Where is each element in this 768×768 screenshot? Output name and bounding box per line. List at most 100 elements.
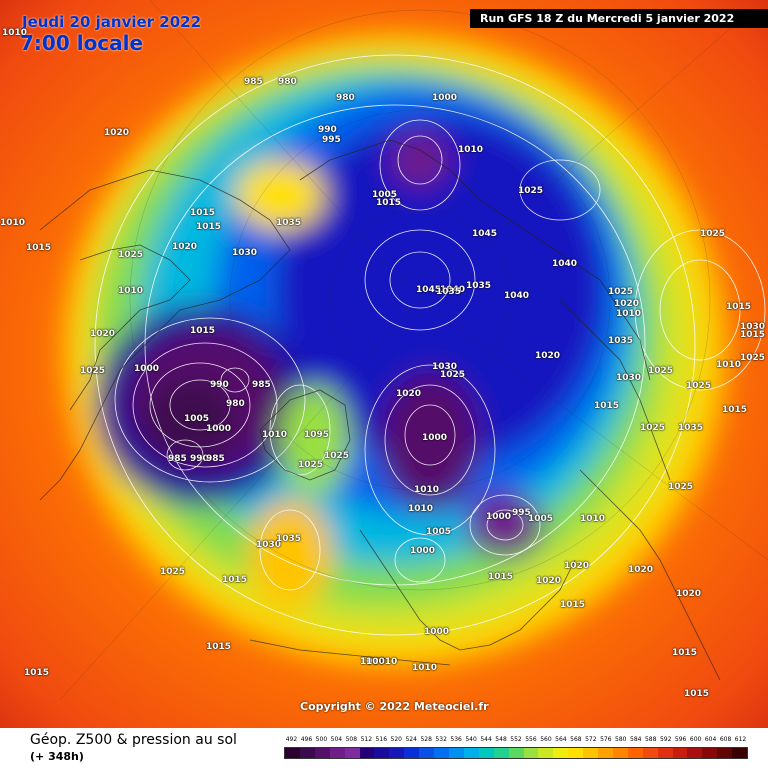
color-scale-swatch	[583, 748, 599, 758]
color-scale-swatch	[538, 748, 554, 758]
model-run-banner: Run GFS 18 Z du Mercredi 5 janvier 2022	[470, 9, 768, 28]
pressure-label: 1025	[324, 451, 350, 461]
pressure-label: 1015	[722, 405, 748, 415]
color-scale-tick: 536	[450, 736, 462, 743]
z500-ridge-greenland	[280, 385, 350, 495]
forecast-time-title: 7:00 locale	[20, 31, 144, 55]
pressure-label: 1010	[716, 360, 742, 370]
pressure-label: 1025	[648, 366, 674, 376]
pressure-label: 1010	[262, 430, 288, 440]
color-scale-swatch	[389, 748, 405, 758]
pressure-label: 1000	[486, 512, 512, 522]
pressure-label: 1020	[536, 576, 562, 586]
pressure-label: 1035	[276, 218, 302, 228]
pressure-label: 1020	[104, 128, 130, 138]
pressure-label: 1035	[466, 281, 492, 291]
color-scale-tick: 520	[390, 736, 402, 743]
pressure-label: 995	[512, 508, 531, 518]
color-scale-tick: 532	[435, 736, 447, 743]
pressure-label: 1025	[440, 370, 466, 380]
color-scale-tick: 588	[644, 736, 657, 743]
color-scale-tick: 572	[585, 736, 597, 743]
color-scale-tick: 556	[525, 736, 537, 743]
color-scale-tick: 512	[360, 736, 373, 743]
pressure-label: 1025	[608, 287, 634, 297]
map-parameter-title: Géop. Z500 & pression au sol	[30, 732, 237, 748]
pressure-label: 1035	[436, 287, 462, 297]
z500-low-europe	[467, 493, 543, 557]
color-scale-tick: 552	[510, 736, 522, 743]
color-scale-tick: 540	[465, 736, 477, 743]
pressure-label: 1015	[196, 222, 222, 232]
pressure-label: 1015	[488, 572, 514, 582]
pressure-label: 1030	[256, 540, 282, 550]
pressure-label: 1025	[80, 366, 106, 376]
pressure-label: 1010	[2, 28, 28, 38]
pressure-label: 1035	[678, 423, 704, 433]
pressure-label: 990	[210, 380, 229, 390]
graticule	[59, 0, 768, 701]
color-scale-swatch	[732, 748, 748, 758]
pressure-label: 1020	[172, 242, 198, 252]
pressure-label: 990	[318, 125, 337, 135]
pressure-label: 1040	[504, 291, 530, 301]
color-scale-swatch	[419, 748, 435, 758]
color-scale-tick: 508	[345, 736, 358, 743]
color-scale-swatch	[299, 748, 315, 758]
color-scale-tick: 584	[630, 736, 642, 743]
pressure-label: 1015	[376, 198, 402, 208]
color-scale-tick: 580	[615, 736, 627, 743]
pressure-label: 1010	[414, 485, 440, 495]
color-scale-swatch	[642, 748, 658, 758]
pressure-label: 1015	[26, 243, 52, 253]
color-scale-tick: 500	[315, 736, 328, 743]
color-scale-swatch	[463, 748, 479, 758]
pressure-label: 1020	[614, 299, 640, 309]
pressure-label: 1015	[740, 330, 766, 340]
pressure-label: 1020	[628, 565, 654, 575]
color-scale-tick: 612	[734, 736, 747, 743]
pressure-label: 1015	[594, 401, 620, 411]
pressure-label: 1015	[672, 648, 698, 658]
pressure-label: 1010	[0, 218, 26, 228]
pressure-label: 980	[278, 77, 297, 87]
pressure-label: 1025	[700, 229, 726, 239]
pressure-label: 1030	[432, 362, 458, 372]
pressure-label: 1030	[232, 248, 258, 258]
color-scale-tick: 528	[420, 736, 432, 743]
pressure-label: 980	[226, 399, 245, 409]
color-scale-tick: 592	[659, 736, 672, 743]
pressure-label: 995	[322, 135, 341, 145]
color-scale-swatch	[612, 748, 628, 758]
color-scale-swatch	[374, 748, 390, 758]
color-scale-tick: 548	[495, 736, 507, 743]
pressure-label: 1000	[134, 364, 160, 374]
pressure-label: 1000	[206, 424, 232, 434]
pressure-label: 1025	[740, 353, 766, 363]
color-scale-bar	[284, 747, 748, 759]
pressure-label: 1025	[686, 381, 712, 391]
color-scale-tick: 604	[704, 736, 717, 743]
color-scale-swatch	[434, 748, 449, 758]
color-scale-swatch	[448, 748, 464, 758]
pressure-label: 1015	[222, 575, 248, 585]
color-scale-swatch	[598, 748, 613, 758]
model-run-label: Run GFS 18 Z du Mercredi 5 janvier 2022	[480, 12, 735, 25]
pressure-label: 1010	[408, 504, 434, 514]
z500-low-atlantic	[380, 372, 480, 508]
pressure-label: 1010	[118, 286, 144, 296]
pressure-label: 1015	[726, 302, 752, 312]
color-scale-tick: 544	[480, 736, 492, 743]
pressure-label: 1020	[90, 329, 116, 339]
pressure-label: 1000	[432, 93, 458, 103]
color-scale-tick: 560	[540, 736, 552, 743]
z500-pressure-map	[0, 0, 768, 728]
forecast-lead-time: (+ 348h)	[30, 750, 84, 763]
pressure-label: 1030	[616, 373, 642, 383]
color-scale-swatch	[329, 748, 345, 758]
pressure-label: 1000	[422, 433, 448, 443]
pressure-label: 1010	[616, 309, 642, 319]
z500-low-pacific-core	[145, 380, 235, 460]
color-scale-tick: 596	[674, 736, 687, 743]
